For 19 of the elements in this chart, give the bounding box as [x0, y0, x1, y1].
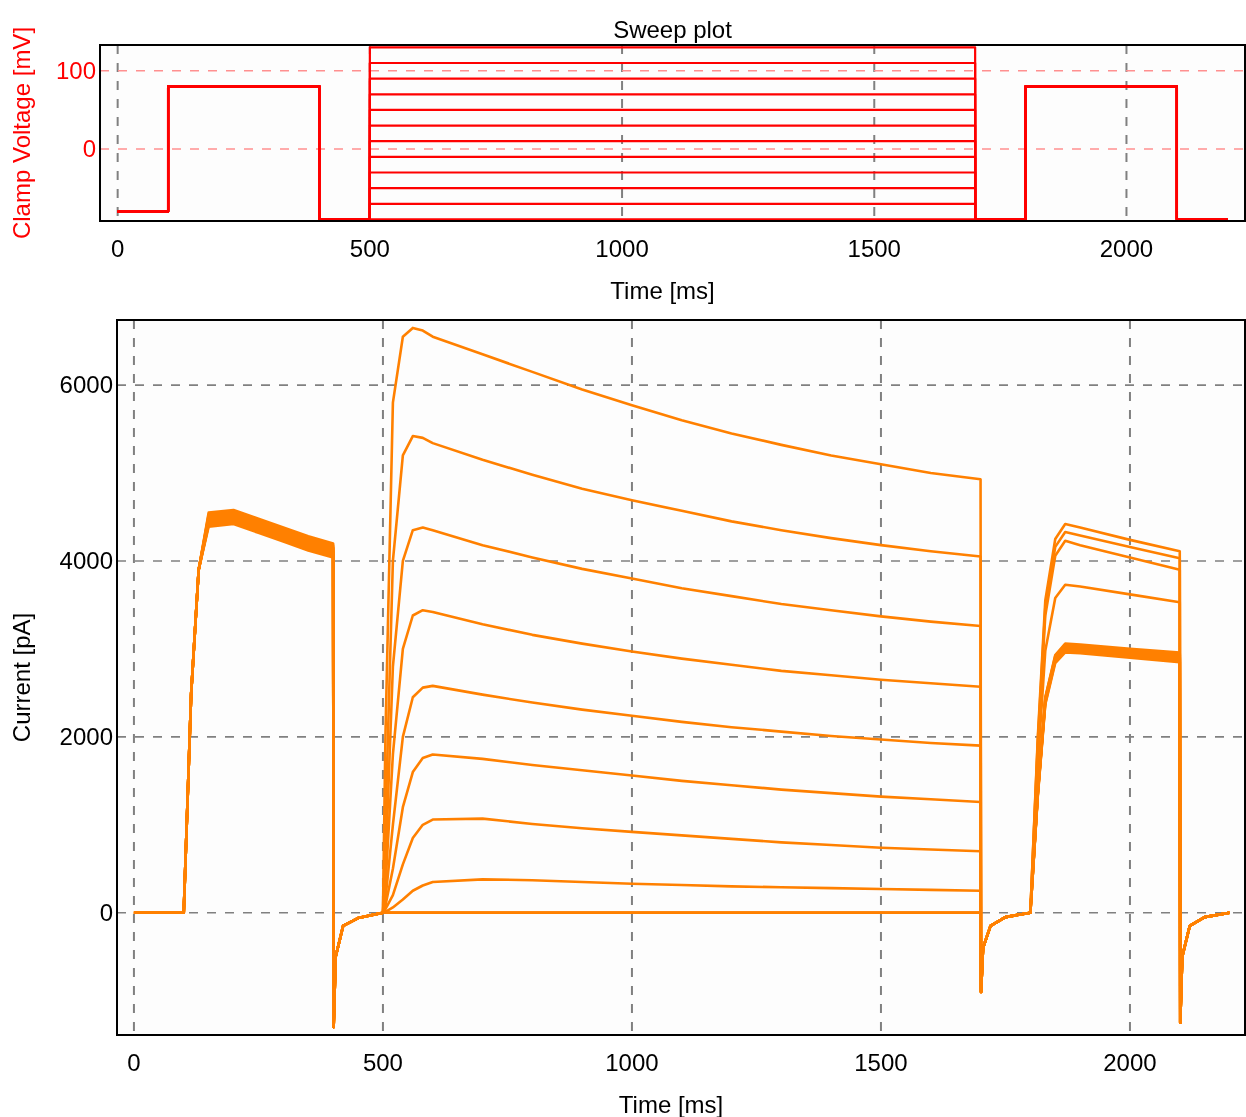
y-tick-label: 0	[99, 898, 113, 926]
x-axis-title: Time [ms]	[610, 277, 715, 304]
x-tick-label: 500	[349, 235, 390, 262]
x-tick-label: 1500	[847, 235, 901, 262]
y-tick-label: 0	[82, 135, 96, 163]
x-tick-label: 0	[127, 1049, 141, 1076]
y-tick-label: 100	[55, 56, 96, 84]
y-tick-label: 2000	[59, 722, 113, 750]
x-tick-label: 2000	[1103, 1049, 1157, 1076]
y-tick-label: 4000	[59, 546, 113, 574]
x-tick-label: 500	[362, 1049, 403, 1076]
x-tick-label: 1500	[854, 1049, 908, 1076]
y-axis-title: Clamp Voltage [mV]	[8, 26, 35, 240]
chart-title: Sweep plot	[613, 16, 733, 43]
x-tick-label: 2000	[1099, 235, 1154, 262]
x-tick-label: 1000	[595, 235, 649, 262]
x-tick-label: 1000	[605, 1049, 659, 1076]
y-tick-label: 6000	[59, 371, 113, 399]
y-axis-title: Current [pA]	[8, 612, 35, 743]
